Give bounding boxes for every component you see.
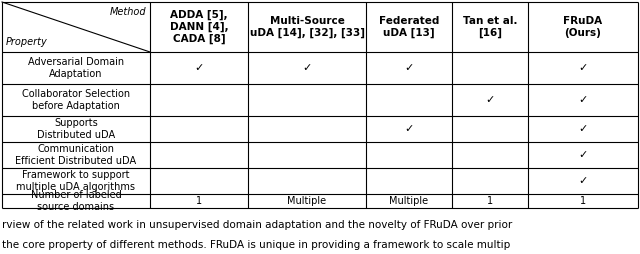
- Text: Communication
Efficient Distributed uDA: Communication Efficient Distributed uDA: [15, 144, 136, 166]
- Text: ✓: ✓: [485, 95, 495, 105]
- Text: rview of the related work in unsupervised domain adaptation and the novelty of F: rview of the related work in unsupervise…: [2, 220, 512, 230]
- Text: Multiple: Multiple: [389, 196, 429, 206]
- Text: Tan et al.
[16]: Tan et al. [16]: [463, 16, 517, 38]
- Text: ✓: ✓: [579, 95, 588, 105]
- Text: ✓: ✓: [579, 124, 588, 134]
- Text: ✓: ✓: [579, 63, 588, 73]
- Text: Adversarial Domain
Adaptation: Adversarial Domain Adaptation: [28, 57, 124, 79]
- Text: Framework to support
multiple uDA algorithms: Framework to support multiple uDA algori…: [17, 170, 136, 192]
- Text: Multiple: Multiple: [287, 196, 326, 206]
- Text: Federated
uDA [13]: Federated uDA [13]: [379, 16, 439, 38]
- Text: 1: 1: [196, 196, 202, 206]
- Text: Multi-Source
uDA [14], [32], [33]: Multi-Source uDA [14], [32], [33]: [250, 16, 365, 38]
- Text: the core property of different methods. FRuDA is unique in providing a framework: the core property of different methods. …: [2, 240, 510, 250]
- Text: FRuDA
(Ours): FRuDA (Ours): [563, 16, 603, 38]
- Text: Number of labeled
source domains: Number of labeled source domains: [31, 190, 122, 212]
- Text: ADDA [5],
DANN [4],
CADA [8]: ADDA [5], DANN [4], CADA [8]: [170, 10, 228, 44]
- Text: Method: Method: [109, 7, 146, 17]
- Text: ✓: ✓: [404, 124, 413, 134]
- Text: Collaborator Selection
before Adaptation: Collaborator Selection before Adaptation: [22, 89, 130, 111]
- Text: Supports
Distributed uDA: Supports Distributed uDA: [37, 118, 115, 140]
- Text: 1: 1: [580, 196, 586, 206]
- Text: ✓: ✓: [195, 63, 204, 73]
- Text: ✓: ✓: [404, 63, 413, 73]
- Text: Property: Property: [6, 37, 48, 47]
- Text: ✓: ✓: [579, 150, 588, 160]
- Text: ✓: ✓: [302, 63, 312, 73]
- Text: ✓: ✓: [579, 176, 588, 186]
- Text: 1: 1: [487, 196, 493, 206]
